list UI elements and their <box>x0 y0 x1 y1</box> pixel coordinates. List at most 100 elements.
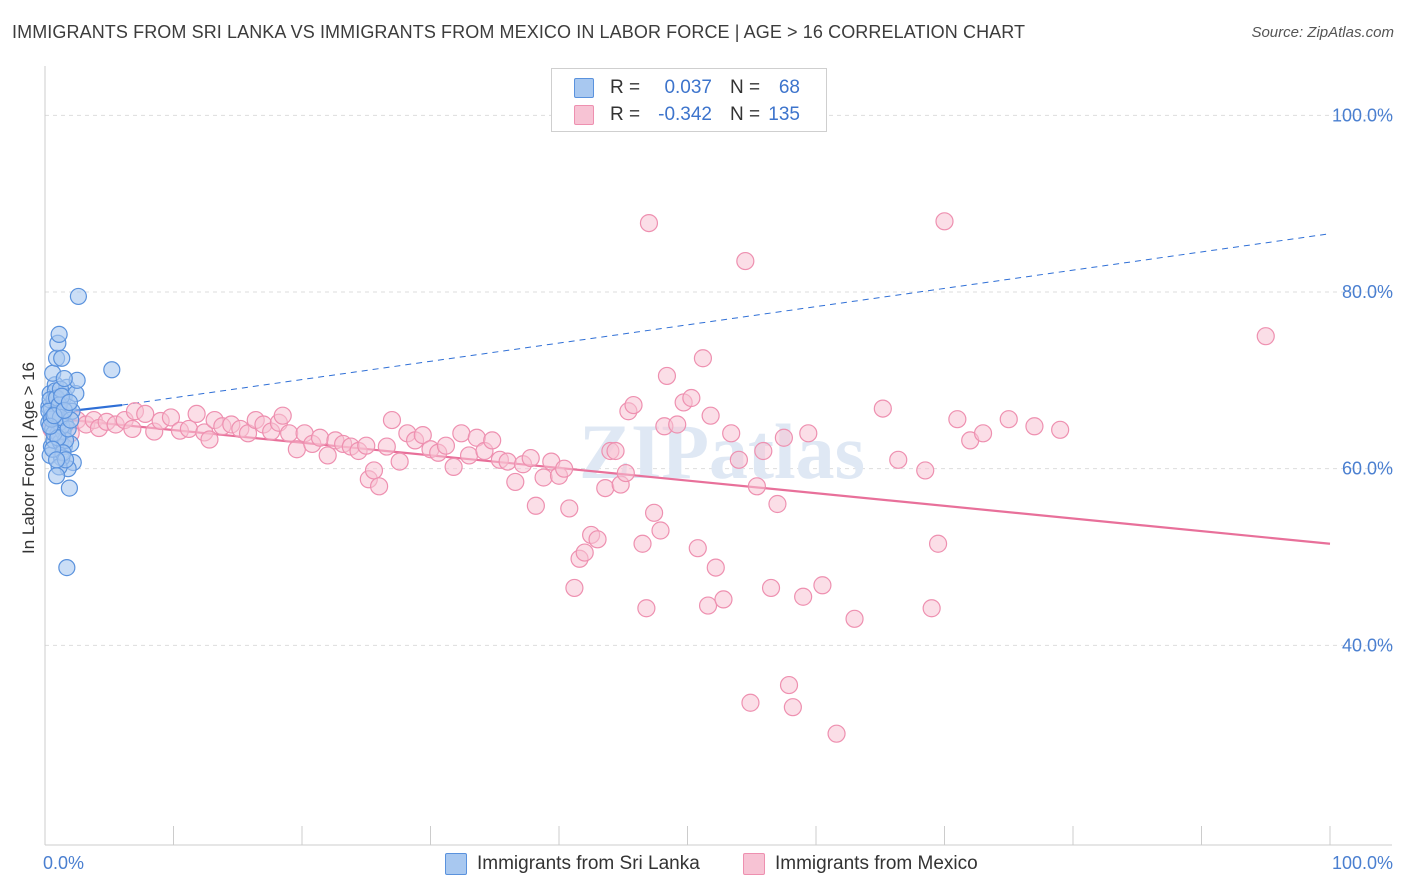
x-tick-label: 0.0% <box>43 853 84 873</box>
mexico-point <box>644 503 664 522</box>
mexico-point <box>364 461 384 480</box>
bottom-legend-sri-lanka[interactable]: Immigrants from Sri Lanka <box>445 852 725 878</box>
mexico-point <box>506 472 525 492</box>
sri-lanka-point <box>55 369 73 388</box>
mexico-point <box>534 468 553 487</box>
mexico-point <box>1051 420 1070 439</box>
mexico-points <box>42 212 1275 743</box>
mexico-point <box>616 463 635 483</box>
mexico-point <box>575 543 594 562</box>
mexico-point <box>565 578 584 598</box>
stats-legend: R = 0.037 N = 68 R = -0.342 N = 135 <box>551 68 827 132</box>
mexico-point <box>452 424 471 443</box>
mexico-point <box>382 410 402 430</box>
mexico-point <box>200 430 219 449</box>
mexico-point <box>624 395 643 415</box>
sri-lanka-point <box>60 393 79 412</box>
mexico-point <box>736 251 755 271</box>
mexico-point <box>606 441 625 461</box>
mexico-point <box>794 587 813 606</box>
mexico-point <box>436 436 456 455</box>
mexico-point <box>701 406 720 425</box>
mexico-point <box>136 404 155 423</box>
mexico-point <box>161 408 181 427</box>
mexico-point <box>521 448 540 468</box>
sri-lanka-point <box>50 325 68 343</box>
sri-lanka-point <box>103 361 121 379</box>
mexico-point <box>827 724 846 743</box>
y-tick-label: 80.0% <box>1342 282 1393 302</box>
trend-lines <box>44 233 1331 545</box>
mexico-point <box>999 410 1018 429</box>
mexico-point <box>413 426 432 445</box>
mexico-point <box>639 214 659 233</box>
legend-r-label: R = <box>610 77 641 98</box>
mexico-point <box>783 698 802 717</box>
y-tick-label: 100.0% <box>1332 105 1393 125</box>
mexico-point <box>668 415 687 434</box>
mexico-point <box>754 441 773 461</box>
x-tick-labels: 0.0% 100.0% <box>43 853 1393 873</box>
legend-row-sri-lanka: R = 0.037 N = 68 <box>552 74 826 100</box>
mexico-point <box>179 419 199 439</box>
mexico-point <box>916 461 935 480</box>
mexico-point <box>889 450 908 469</box>
mexico-point <box>779 675 799 695</box>
mexico-point <box>633 534 652 553</box>
legend-n-label: N = <box>730 104 761 125</box>
mexico-point <box>318 446 337 465</box>
bottom-legend-label: Immigrants from Sri Lanka <box>477 853 700 874</box>
mexico-point <box>596 479 615 498</box>
sri-lanka-point <box>53 349 71 367</box>
y-axis-label: In Labor Force | Age > 16 <box>19 362 38 554</box>
mexico-point <box>390 452 409 471</box>
chart-source: Source: ZipAtlas.com <box>1251 24 1394 41</box>
mexico-point <box>741 693 760 712</box>
mexico-point <box>657 366 677 386</box>
mexico-point <box>698 596 718 615</box>
sri-lanka-trend-extension <box>122 233 1331 406</box>
mexico-point <box>287 440 306 459</box>
mexico-point <box>280 424 299 443</box>
mexico-point <box>651 521 670 540</box>
sri-lanka-point <box>58 558 76 577</box>
x-tick-label: 100.0% <box>1332 853 1393 873</box>
legend-swatch-sri-lanka <box>574 78 594 98</box>
mexico-point <box>928 534 948 553</box>
mexico-point <box>706 558 725 577</box>
legend-r-value: -0.342 <box>658 104 712 125</box>
mexico-trend-line <box>44 416 1331 545</box>
mexico-point <box>813 576 832 595</box>
mexico-point <box>273 406 292 425</box>
mexico-point <box>498 452 517 471</box>
mexico-point <box>123 419 142 439</box>
mexico-point <box>973 424 993 443</box>
mexico-point <box>948 410 967 429</box>
sri-lanka-points <box>40 287 121 577</box>
sri-lanka-point <box>47 467 66 485</box>
mexico-point <box>722 424 741 443</box>
mexico-point <box>555 459 574 478</box>
sri-lanka-point <box>60 479 79 497</box>
mexico-point <box>444 457 463 476</box>
mexico-point <box>483 431 502 450</box>
mexico-point <box>922 599 941 618</box>
y-tick-label: 60.0% <box>1342 459 1393 479</box>
legend-n-value: 135 <box>768 104 800 125</box>
mexico-point <box>714 590 733 609</box>
mexico-point <box>768 494 787 514</box>
bottom-legend-mexico[interactable]: Immigrants from Mexico <box>743 852 1013 878</box>
legend-r-value: 0.037 <box>664 77 712 98</box>
mexico-point <box>761 578 781 598</box>
mexico-point <box>688 539 707 558</box>
bottom-legend-label: Immigrants from Mexico <box>775 853 978 874</box>
y-tick-label: 40.0% <box>1342 635 1393 655</box>
bottom-legend-swatch-mexico <box>743 853 765 875</box>
mexico-point <box>774 428 793 447</box>
y-tick-labels: 40.0% 60.0% 80.0% 100.0% <box>1332 105 1393 655</box>
mexico-point <box>799 424 818 443</box>
bottom-legend-swatch-sri-lanka <box>445 853 467 875</box>
sri-lanka-point <box>69 287 88 306</box>
mexico-point <box>747 477 766 496</box>
